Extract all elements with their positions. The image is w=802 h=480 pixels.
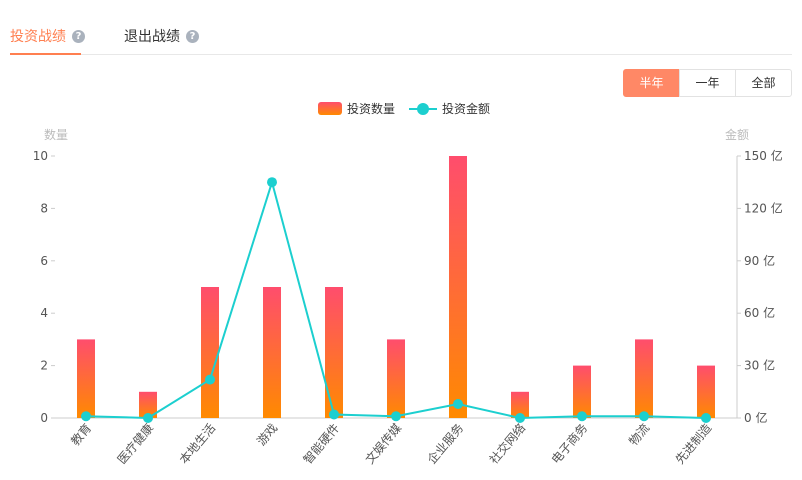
bar[interactable] xyxy=(201,287,219,418)
line-point[interactable] xyxy=(267,177,277,188)
y2-tick-label: 150 亿 xyxy=(744,148,783,163)
x-tick-label: 文娱传媒 xyxy=(362,420,404,466)
bar[interactable] xyxy=(635,339,653,418)
legend-line-label[interactable]: 投资金额 xyxy=(442,102,491,116)
time-range-selector: 半年 一年 全部 xyxy=(623,69,792,97)
legend-bar-swatch[interactable] xyxy=(318,102,342,115)
chart-legend: 投资数量 投资金额 xyxy=(318,100,490,117)
x-tick-label: 企业服务 xyxy=(424,420,466,466)
y-tick-label: 8 xyxy=(40,201,48,215)
left-axis-title: 数量 xyxy=(44,127,68,142)
x-tick-label: 电子商务 xyxy=(548,420,590,466)
bar[interactable] xyxy=(449,156,467,418)
bar[interactable] xyxy=(573,365,591,418)
range-half-year-button[interactable]: 半年 xyxy=(623,69,680,97)
help-icon[interactable]: ? xyxy=(186,29,199,43)
x-tick-label: 本地生活 xyxy=(177,421,219,467)
line-point[interactable] xyxy=(81,411,91,422)
line-point[interactable] xyxy=(639,411,649,422)
y-tick-label: 0 xyxy=(40,411,48,425)
x-tick-label: 先进制造 xyxy=(673,421,715,467)
bar[interactable] xyxy=(697,365,715,418)
tab-bar: 投资战绩 ? 退出战绩 ? xyxy=(10,22,792,55)
line-point[interactable] xyxy=(329,409,339,420)
y-tick-label: 6 xyxy=(40,254,48,268)
y2-tick-label: 0 亿 xyxy=(744,410,767,425)
x-tick-label: 教育 xyxy=(67,420,94,448)
y2-tick-label: 120 亿 xyxy=(744,200,783,215)
y-tick-label: 2 xyxy=(40,359,48,373)
y-tick-label: 10 xyxy=(33,149,48,163)
y2-tick-label: 60 亿 xyxy=(744,305,775,320)
legend-line-swatch[interactable] xyxy=(409,102,438,116)
tab-exit-record-label: 退出战绩 xyxy=(124,29,180,45)
active-tab-underline xyxy=(10,53,81,55)
range-all-button[interactable]: 全部 xyxy=(735,69,792,97)
help-icon[interactable]: ? xyxy=(72,29,85,43)
x-tick-label: 智能硬件 xyxy=(300,420,342,466)
line-point[interactable] xyxy=(205,374,215,385)
line-point[interactable] xyxy=(391,411,401,422)
x-tick-label: 社交网络 xyxy=(486,420,528,466)
bar[interactable] xyxy=(139,391,157,418)
bar[interactable] xyxy=(511,391,529,418)
x-tick-label: 游戏 xyxy=(254,421,280,448)
line-point[interactable] xyxy=(701,413,711,423)
y2-tick-label: 30 亿 xyxy=(744,358,775,373)
y2-tick-label: 90 亿 xyxy=(744,253,775,268)
bar[interactable] xyxy=(387,339,405,418)
line-point[interactable] xyxy=(143,413,153,423)
x-tick-label: 医疗健康 xyxy=(114,420,156,466)
line-point[interactable] xyxy=(515,413,525,423)
y-tick-label: 4 xyxy=(40,306,48,320)
line-point[interactable] xyxy=(577,411,587,422)
legend-bar-label[interactable]: 投资数量 xyxy=(347,102,396,116)
bar[interactable] xyxy=(263,287,281,418)
tab-exit-record[interactable]: 退出战绩 ? xyxy=(124,26,199,46)
x-tick-label: 物流 xyxy=(626,421,652,448)
line-point[interactable] xyxy=(453,399,463,410)
tab-investment-record[interactable]: 投资战绩 ? xyxy=(10,26,85,46)
bar[interactable] xyxy=(325,287,343,418)
right-axis-title: 金额 xyxy=(725,127,749,142)
tab-investment-record-label: 投资战绩 xyxy=(10,29,66,45)
bar[interactable] xyxy=(77,339,95,418)
